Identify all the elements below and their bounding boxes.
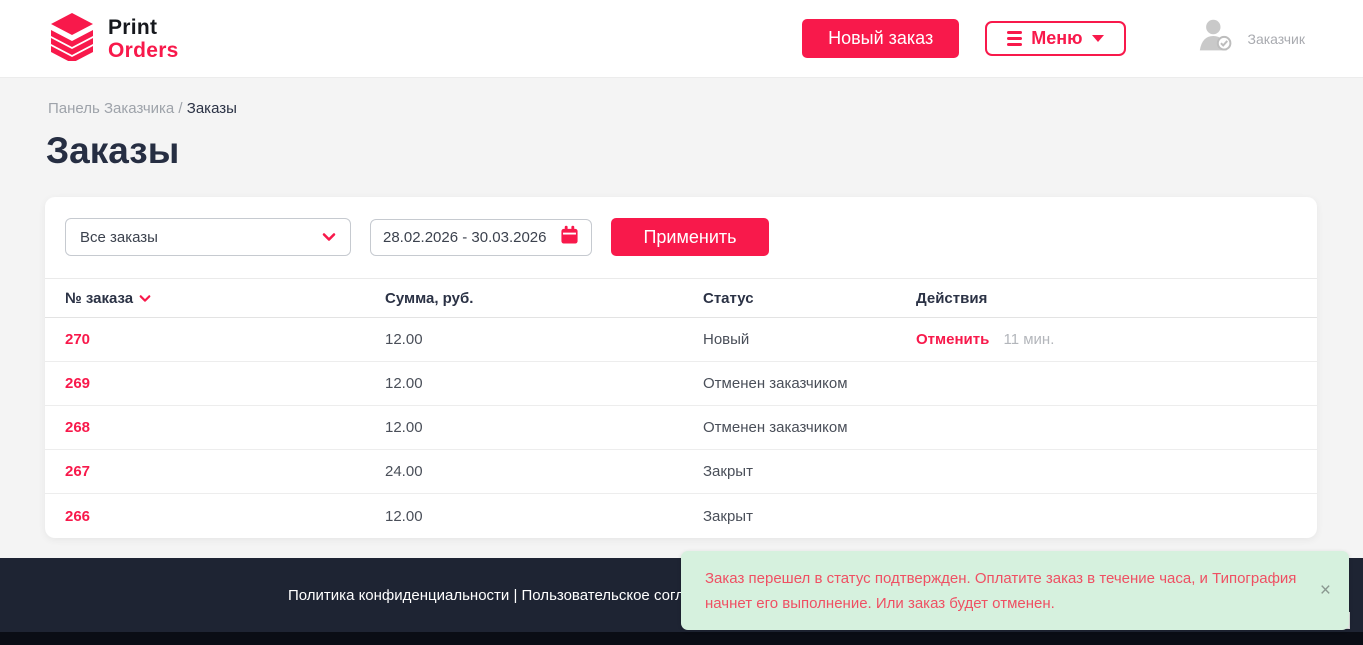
column-header-amount: Сумма, руб. bbox=[385, 289, 474, 307]
column-header-actions: Действия bbox=[916, 289, 988, 307]
toast-message: Заказ перешел в статус подтвержден. Опла… bbox=[705, 569, 1297, 612]
breadcrumb-parent-link[interactable]: Панель Заказчика bbox=[48, 100, 175, 117]
logo[interactable]: Print Orders bbox=[48, 11, 179, 66]
order-status: Новый bbox=[703, 331, 750, 348]
page-title: Заказы bbox=[46, 130, 180, 171]
cancel-timer: 11 мин. bbox=[1003, 331, 1055, 348]
breadcrumb: Панель Заказчика / Заказы bbox=[48, 100, 237, 117]
column-header-order-number-label: № заказа bbox=[65, 289, 134, 307]
select-chevron-down-icon bbox=[322, 229, 336, 246]
date-range-input[interactable]: 28.02.2026 - 30.03.2026 bbox=[370, 218, 592, 256]
order-amount: 12.00 bbox=[385, 419, 423, 436]
order-link[interactable]: 268 bbox=[65, 419, 91, 436]
order-link[interactable]: 266 bbox=[65, 507, 91, 525]
user-avatar-icon bbox=[1198, 17, 1234, 60]
sort-chevron-down-icon bbox=[139, 290, 151, 307]
order-status: Закрыт bbox=[703, 507, 753, 525]
order-status: Закрыт bbox=[703, 463, 753, 480]
order-status: Отменен заказчиком bbox=[703, 375, 848, 392]
breadcrumb-separator: / bbox=[174, 100, 187, 117]
order-amount: 12.00 bbox=[385, 507, 423, 525]
footer-links[interactable]: Политика конфиденциальности | Пользовате… bbox=[288, 587, 738, 604]
table-row: 268 12.00 Отменен заказчиком bbox=[45, 406, 1317, 450]
toast-close-icon[interactable]: × bbox=[1319, 580, 1331, 601]
order-link[interactable]: 269 bbox=[65, 375, 91, 392]
logo-line1: Print bbox=[108, 15, 158, 39]
cancel-order-link[interactable]: Отменить bbox=[916, 331, 990, 348]
order-status-select[interactable]: Все заказы bbox=[65, 218, 351, 256]
date-range-value: 28.02.2026 - 30.03.2026 bbox=[383, 228, 547, 246]
order-link[interactable]: 267 bbox=[65, 463, 91, 480]
menu-button[interactable]: Меню bbox=[985, 21, 1126, 56]
table-row: 270 12.00 Новый Отменить 11 мин. bbox=[45, 318, 1317, 362]
user-box[interactable]: Заказчик bbox=[1198, 17, 1306, 60]
logo-stack-icon bbox=[48, 11, 96, 66]
order-status-select-value: Все заказы bbox=[80, 228, 158, 246]
column-header-status: Статус bbox=[703, 289, 754, 307]
column-header-order-number[interactable]: № заказа bbox=[65, 290, 151, 307]
order-amount: 24.00 bbox=[385, 463, 423, 480]
header-actions: Новый заказ Меню Заказчик bbox=[802, 17, 1305, 60]
toast-notification: Заказ перешел в статус подтвержден. Опла… bbox=[681, 551, 1349, 630]
new-order-button[interactable]: Новый заказ bbox=[802, 19, 960, 58]
order-amount: 12.00 bbox=[385, 331, 423, 348]
apply-filter-button[interactable]: Применить bbox=[611, 218, 769, 256]
table-header-row: № заказа Сумма, руб. Статус Действия bbox=[45, 279, 1317, 318]
table-row: 269 12.00 Отменен заказчиком bbox=[45, 362, 1317, 406]
table-row: 266 12.00 Закрыт bbox=[45, 494, 1317, 538]
menu-button-label: Меню bbox=[1031, 28, 1083, 48]
header: Print Orders Новый заказ Меню Заказчик bbox=[0, 0, 1363, 78]
breadcrumb-current: Заказы bbox=[186, 100, 237, 117]
chevron-down-icon bbox=[1091, 35, 1104, 42]
order-amount: 12.00 bbox=[385, 375, 423, 392]
order-link[interactable]: 270 bbox=[65, 331, 91, 348]
hamburger-icon bbox=[1007, 31, 1023, 46]
calendar-icon bbox=[560, 225, 579, 249]
bottom-bar bbox=[0, 632, 1363, 645]
user-role-label: Заказчик bbox=[1247, 30, 1306, 47]
filter-bar: Все заказы 28.02.2026 - 30.03.2026 Приме… bbox=[45, 197, 1317, 279]
order-status: Отменен заказчиком bbox=[703, 419, 848, 436]
logo-line2: Orders bbox=[108, 38, 179, 62]
orders-card: Все заказы 28.02.2026 - 30.03.2026 Приме… bbox=[45, 197, 1317, 538]
logo-text: Print Orders bbox=[108, 16, 179, 62]
table-row: 267 24.00 Закрыт bbox=[45, 450, 1317, 494]
